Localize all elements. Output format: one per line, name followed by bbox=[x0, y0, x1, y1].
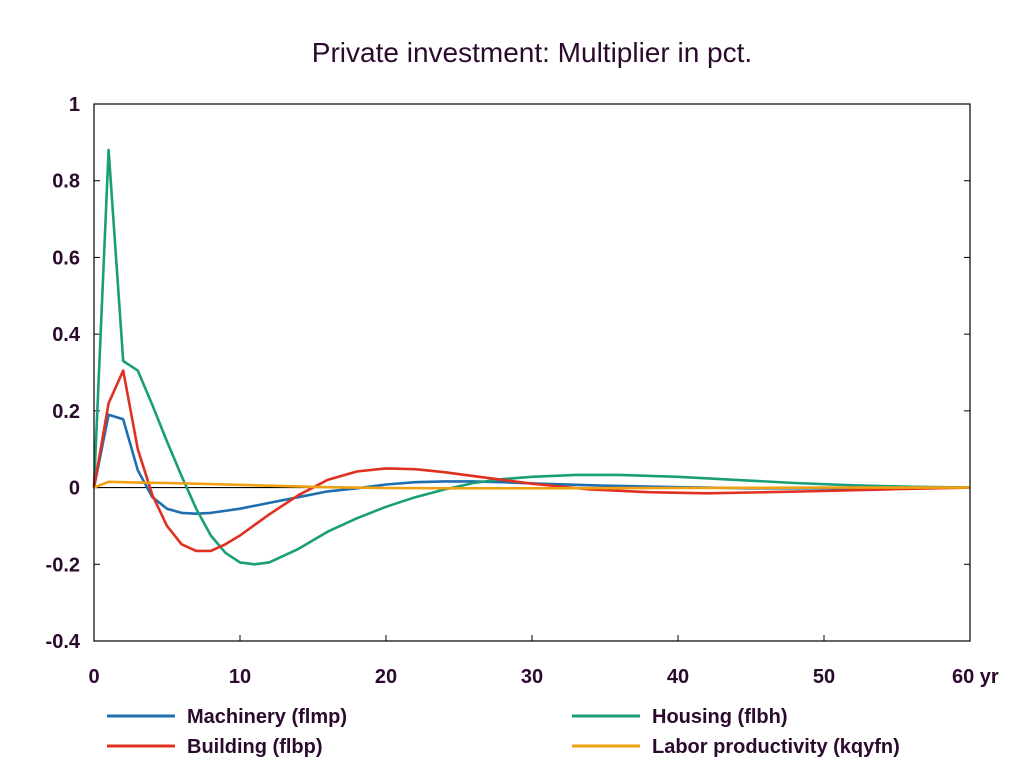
legend-label: Labor productivity (kqyfn) bbox=[652, 736, 900, 758]
series-line-4 bbox=[93, 480, 970, 490]
plot-frame bbox=[93, 103, 971, 642]
series-line-2 bbox=[92, 369, 971, 553]
x-tick-label: 50 bbox=[813, 666, 835, 688]
x-tick-label: 40 bbox=[667, 666, 689, 688]
y-tick-label: 0 bbox=[69, 478, 80, 500]
y-tick-label: -0.4 bbox=[46, 631, 81, 653]
x-tick-label: 10 bbox=[229, 666, 251, 688]
series-line-1 bbox=[92, 413, 971, 516]
legend-label: Machinery (flmp) bbox=[187, 706, 347, 728]
chart-title: Private investment: Multiplier in pct. bbox=[312, 37, 752, 68]
y-tick-label: 0.2 bbox=[52, 401, 80, 423]
y-tick-label: 0.6 bbox=[52, 247, 80, 269]
x-tick-label: 30 bbox=[521, 666, 543, 688]
legend: Machinery (flmp) Building (flbp) Housing (… bbox=[107, 706, 900, 758]
y-tick-label: 0.4 bbox=[52, 324, 81, 346]
legend-label: Building (flbp) bbox=[187, 736, 323, 758]
y-tick-label: 0.8 bbox=[52, 171, 80, 193]
x-tick-label: 0 bbox=[88, 666, 99, 688]
y-tick-label: -0.2 bbox=[46, 554, 80, 576]
legend-label: Housing (flbh) bbox=[652, 706, 788, 728]
y-tick-label: 1 bbox=[69, 94, 80, 116]
x-tick-label: 60 yr bbox=[952, 666, 999, 688]
series-line-3 bbox=[92, 148, 971, 566]
x-tick-label: 20 bbox=[375, 666, 397, 688]
